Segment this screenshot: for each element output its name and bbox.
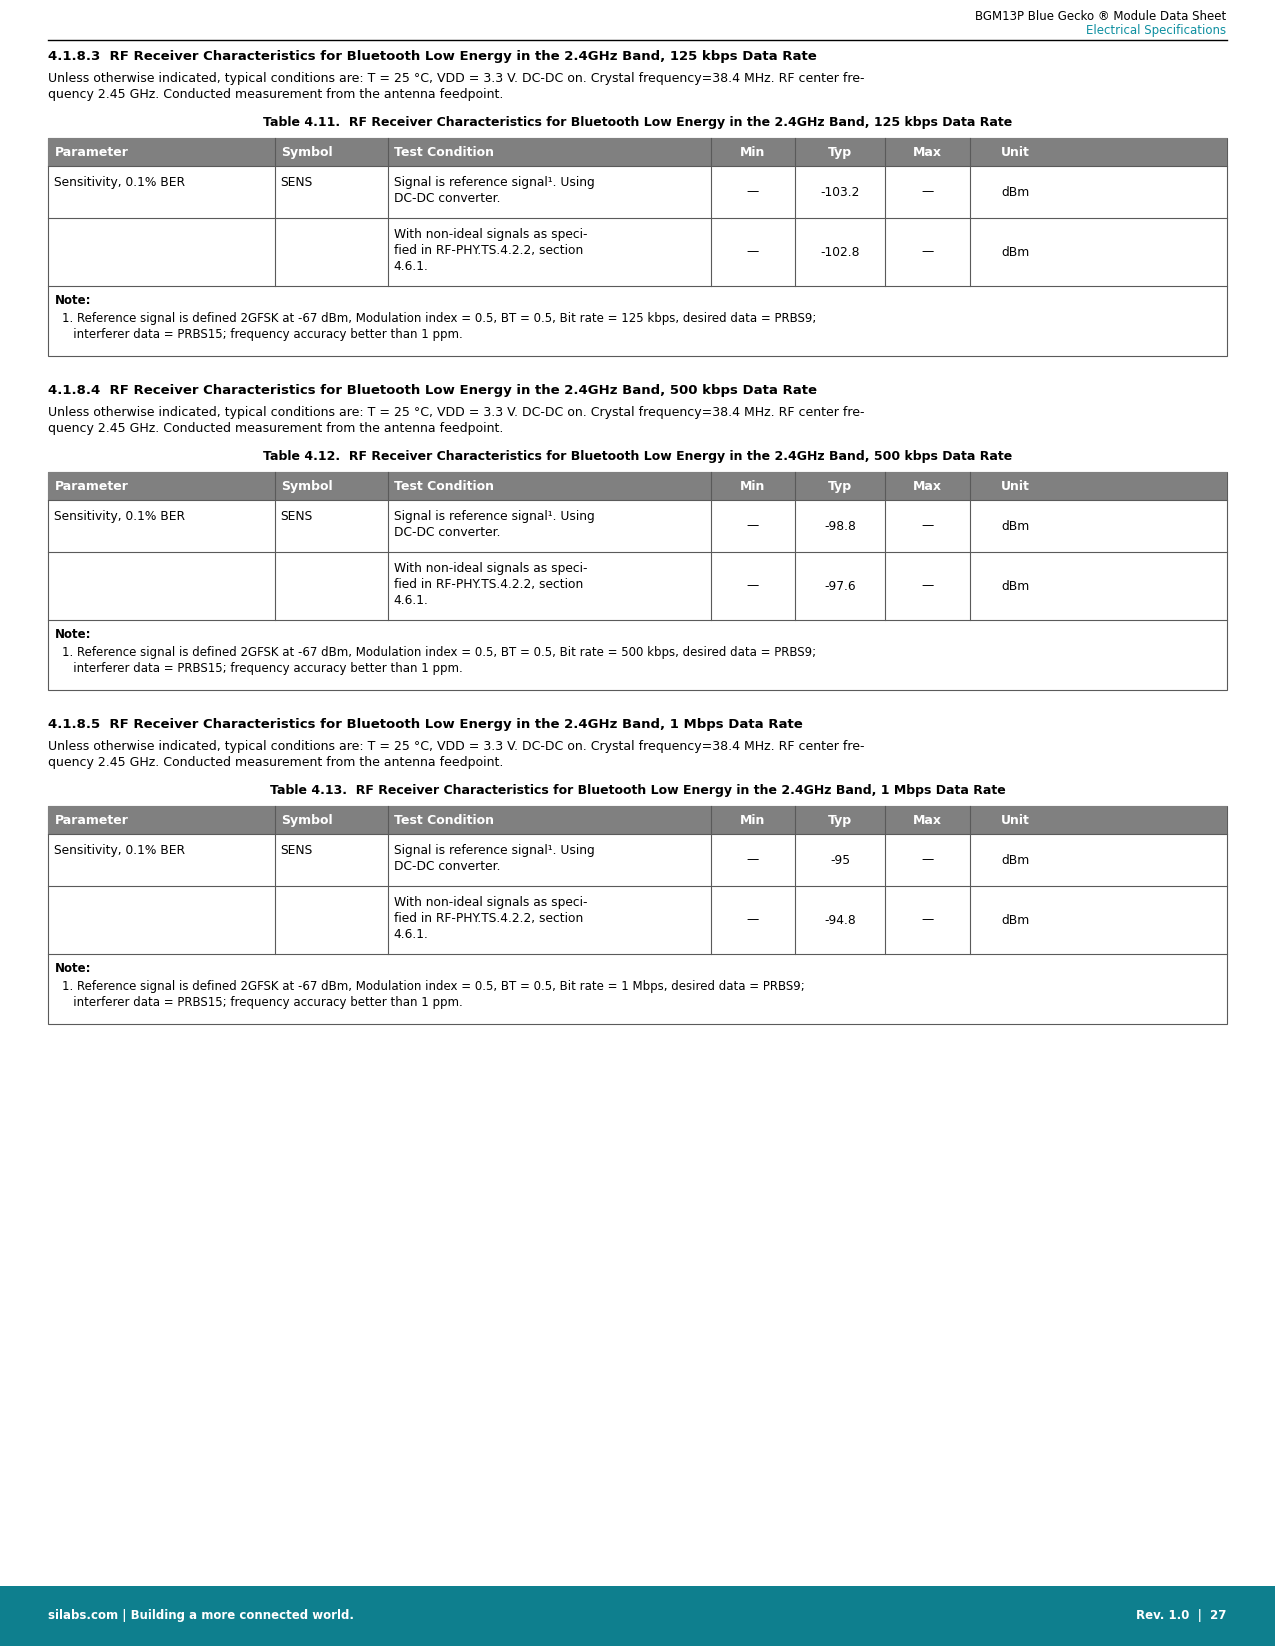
Text: quency 2.45 GHz. Conducted measurement from the antenna feedpoint.: quency 2.45 GHz. Conducted measurement f… xyxy=(48,421,504,435)
Text: —: — xyxy=(922,854,933,866)
Text: silabs.com | Building a more connected world.: silabs.com | Building a more connected w… xyxy=(48,1610,354,1623)
Text: DC-DC converter.: DC-DC converter. xyxy=(394,193,500,206)
Text: Signal is reference signal¹. Using: Signal is reference signal¹. Using xyxy=(394,176,594,189)
Text: —: — xyxy=(747,520,759,533)
Text: dBm: dBm xyxy=(1002,186,1030,199)
Text: Signal is reference signal¹. Using: Signal is reference signal¹. Using xyxy=(394,510,594,523)
Text: Table 4.11.  RF Receiver Characteristics for Bluetooth Low Energy in the 2.4GHz : Table 4.11. RF Receiver Characteristics … xyxy=(263,115,1012,128)
Text: Table 4.12.  RF Receiver Characteristics for Bluetooth Low Energy in the 2.4GHz : Table 4.12. RF Receiver Characteristics … xyxy=(263,449,1012,463)
Text: BGM13P Blue Gecko ® Module Data Sheet: BGM13P Blue Gecko ® Module Data Sheet xyxy=(975,10,1227,23)
Text: dBm: dBm xyxy=(1002,245,1030,258)
Text: Note:: Note: xyxy=(55,295,91,308)
Text: With non-ideal signals as speci-: With non-ideal signals as speci- xyxy=(394,895,588,909)
Text: DC-DC converter.: DC-DC converter. xyxy=(394,527,500,538)
Text: —: — xyxy=(922,520,933,533)
Text: Unit: Unit xyxy=(1001,145,1030,158)
Text: fied in RF-PHY.TS.4.2.2, section: fied in RF-PHY.TS.4.2.2, section xyxy=(394,912,583,925)
Text: Sensitivity, 0.1% BER: Sensitivity, 0.1% BER xyxy=(55,510,185,523)
Text: Parameter: Parameter xyxy=(55,479,129,492)
Text: SENS: SENS xyxy=(280,844,312,858)
Text: Parameter: Parameter xyxy=(55,145,129,158)
Text: Parameter: Parameter xyxy=(55,813,129,826)
Text: 1. Reference signal is defined 2GFSK at -67 dBm, Modulation index = 0.5, BT = 0.: 1. Reference signal is defined 2GFSK at … xyxy=(62,979,806,993)
Text: Max: Max xyxy=(913,145,942,158)
Text: Typ: Typ xyxy=(827,479,852,492)
Text: Unless otherwise indicated, typical conditions are: T = 25 °C, VDD = 3.3 V. DC-D: Unless otherwise indicated, typical cond… xyxy=(48,407,864,420)
Text: Symbol: Symbol xyxy=(280,479,333,492)
Text: Unless otherwise indicated, typical conditions are: T = 25 °C, VDD = 3.3 V. DC-D: Unless otherwise indicated, typical cond… xyxy=(48,72,864,86)
Text: Symbol: Symbol xyxy=(280,145,333,158)
Text: —: — xyxy=(747,854,759,866)
Text: Rev. 1.0  |  27: Rev. 1.0 | 27 xyxy=(1136,1610,1227,1623)
Text: 4.6.1.: 4.6.1. xyxy=(394,260,428,273)
Text: -94.8: -94.8 xyxy=(824,914,856,927)
Text: 1. Reference signal is defined 2GFSK at -67 dBm, Modulation index = 0.5, BT = 0.: 1. Reference signal is defined 2GFSK at … xyxy=(62,313,817,324)
Text: —: — xyxy=(922,186,933,199)
Text: DC-DC converter.: DC-DC converter. xyxy=(394,859,500,872)
Text: Signal is reference signal¹. Using: Signal is reference signal¹. Using xyxy=(394,844,594,858)
Text: dBm: dBm xyxy=(1002,914,1030,927)
Text: Min: Min xyxy=(741,813,766,826)
Text: Sensitivity, 0.1% BER: Sensitivity, 0.1% BER xyxy=(55,176,185,189)
Text: Typ: Typ xyxy=(827,813,852,826)
Text: -97.6: -97.6 xyxy=(825,579,856,593)
Bar xyxy=(48,807,1227,1024)
Bar xyxy=(48,138,1227,356)
Text: —: — xyxy=(747,245,759,258)
Text: 4.1.8.5  RF Receiver Characteristics for Bluetooth Low Energy in the 2.4GHz Band: 4.1.8.5 RF Receiver Characteristics for … xyxy=(48,718,803,731)
Text: SENS: SENS xyxy=(280,510,312,523)
Bar xyxy=(48,472,1227,500)
Text: Symbol: Symbol xyxy=(280,813,333,826)
Text: SENS: SENS xyxy=(280,176,312,189)
Text: interferer data = PRBS15; frequency accuracy better than 1 ppm.: interferer data = PRBS15; frequency accu… xyxy=(62,328,463,341)
Text: Test Condition: Test Condition xyxy=(394,479,493,492)
Text: Unless otherwise indicated, typical conditions are: T = 25 °C, VDD = 3.3 V. DC-D: Unless otherwise indicated, typical cond… xyxy=(48,741,864,752)
Text: With non-ideal signals as speci-: With non-ideal signals as speci- xyxy=(394,229,588,240)
Bar xyxy=(48,807,1227,835)
Text: Table 4.13.  RF Receiver Characteristics for Bluetooth Low Energy in the 2.4GHz : Table 4.13. RF Receiver Characteristics … xyxy=(269,783,1006,797)
Text: -98.8: -98.8 xyxy=(824,520,856,533)
Text: Sensitivity, 0.1% BER: Sensitivity, 0.1% BER xyxy=(55,844,185,858)
Bar xyxy=(48,472,1227,690)
Text: Test Condition: Test Condition xyxy=(394,813,493,826)
Bar xyxy=(48,138,1227,166)
Text: Test Condition: Test Condition xyxy=(394,145,493,158)
Text: 4.6.1.: 4.6.1. xyxy=(394,928,428,942)
Text: -103.2: -103.2 xyxy=(820,186,859,199)
Text: Typ: Typ xyxy=(827,145,852,158)
Text: Min: Min xyxy=(741,145,766,158)
Text: —: — xyxy=(922,245,933,258)
Text: fied in RF-PHY.TS.4.2.2, section: fied in RF-PHY.TS.4.2.2, section xyxy=(394,244,583,257)
Text: interferer data = PRBS15; frequency accuracy better than 1 ppm.: interferer data = PRBS15; frequency accu… xyxy=(62,996,463,1009)
Text: 4.1.8.3  RF Receiver Characteristics for Bluetooth Low Energy in the 2.4GHz Band: 4.1.8.3 RF Receiver Characteristics for … xyxy=(48,49,817,63)
Text: Min: Min xyxy=(741,479,766,492)
Text: fied in RF-PHY.TS.4.2.2, section: fied in RF-PHY.TS.4.2.2, section xyxy=(394,578,583,591)
Text: Electrical Specifications: Electrical Specifications xyxy=(1086,25,1227,36)
Text: Note:: Note: xyxy=(55,961,91,974)
Text: 1. Reference signal is defined 2GFSK at -67 dBm, Modulation index = 0.5, BT = 0.: 1. Reference signal is defined 2GFSK at … xyxy=(62,645,816,658)
Text: Unit: Unit xyxy=(1001,813,1030,826)
Text: -102.8: -102.8 xyxy=(820,245,859,258)
Text: —: — xyxy=(922,579,933,593)
Text: Max: Max xyxy=(913,479,942,492)
Text: With non-ideal signals as speci-: With non-ideal signals as speci- xyxy=(394,561,588,574)
Text: Unit: Unit xyxy=(1001,479,1030,492)
Text: —: — xyxy=(747,579,759,593)
Text: -95: -95 xyxy=(830,854,850,866)
Text: 4.1.8.4  RF Receiver Characteristics for Bluetooth Low Energy in the 2.4GHz Band: 4.1.8.4 RF Receiver Characteristics for … xyxy=(48,384,817,397)
Text: —: — xyxy=(747,186,759,199)
Bar xyxy=(0,1587,1275,1646)
Text: 4.6.1.: 4.6.1. xyxy=(394,594,428,607)
Text: dBm: dBm xyxy=(1002,854,1030,866)
Text: Max: Max xyxy=(913,813,942,826)
Text: quency 2.45 GHz. Conducted measurement from the antenna feedpoint.: quency 2.45 GHz. Conducted measurement f… xyxy=(48,756,504,769)
Text: —: — xyxy=(922,914,933,927)
Text: interferer data = PRBS15; frequency accuracy better than 1 ppm.: interferer data = PRBS15; frequency accu… xyxy=(62,662,463,675)
Text: quency 2.45 GHz. Conducted measurement from the antenna feedpoint.: quency 2.45 GHz. Conducted measurement f… xyxy=(48,87,504,100)
Text: —: — xyxy=(747,914,759,927)
Text: dBm: dBm xyxy=(1002,579,1030,593)
Text: dBm: dBm xyxy=(1002,520,1030,533)
Text: Note:: Note: xyxy=(55,629,91,640)
